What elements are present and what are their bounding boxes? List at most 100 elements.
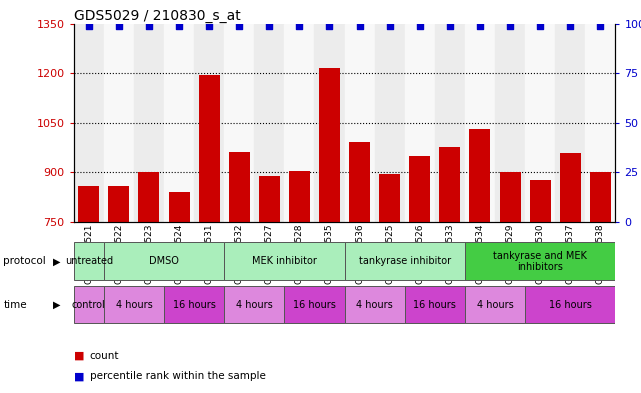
Bar <box>345 24 374 222</box>
Bar <box>285 24 315 222</box>
Text: protocol: protocol <box>3 256 46 266</box>
Bar <box>345 242 465 280</box>
Bar <box>560 152 581 222</box>
Bar <box>319 68 340 222</box>
Bar <box>108 186 129 222</box>
Point <box>144 22 154 29</box>
Bar <box>164 286 224 323</box>
Bar <box>74 286 104 323</box>
Point <box>264 22 274 29</box>
Text: tankyrase and MEK
inhibitors: tankyrase and MEK inhibitors <box>493 251 587 272</box>
Bar <box>74 242 104 280</box>
Bar <box>529 180 551 222</box>
Text: MEK inhibitor: MEK inhibitor <box>252 256 317 266</box>
Bar <box>404 24 435 222</box>
Text: 16 hours: 16 hours <box>293 299 336 310</box>
Bar <box>349 142 370 222</box>
Bar <box>229 152 250 222</box>
Bar <box>315 24 345 222</box>
Bar <box>169 192 190 222</box>
Text: 16 hours: 16 hours <box>549 299 592 310</box>
Point <box>595 22 606 29</box>
Point <box>385 22 395 29</box>
Text: count: count <box>90 351 119 361</box>
Bar <box>254 24 285 222</box>
Text: 16 hours: 16 hours <box>172 299 215 310</box>
Bar <box>409 156 430 222</box>
Point <box>565 22 576 29</box>
Point <box>415 22 425 29</box>
Bar <box>224 24 254 222</box>
Text: GDS5029 / 210830_s_at: GDS5029 / 210830_s_at <box>74 9 240 22</box>
Bar <box>78 186 99 222</box>
Bar <box>199 75 220 222</box>
Text: tankyrase inhibitor: tankyrase inhibitor <box>359 256 451 266</box>
Bar <box>495 24 525 222</box>
Bar <box>78 186 99 222</box>
Bar <box>529 180 551 222</box>
Point <box>354 22 365 29</box>
Point <box>445 22 455 29</box>
Bar <box>224 242 345 280</box>
Bar <box>555 24 585 222</box>
Text: percentile rank within the sample: percentile rank within the sample <box>90 371 265 382</box>
Bar <box>590 173 611 222</box>
Bar <box>164 24 194 222</box>
Text: ■: ■ <box>74 371 84 382</box>
Bar <box>465 242 615 280</box>
Bar <box>469 129 490 222</box>
Bar <box>590 173 611 222</box>
Bar <box>259 176 280 222</box>
Bar <box>104 286 164 323</box>
Bar <box>409 156 430 222</box>
Bar <box>289 171 310 222</box>
Bar <box>229 152 250 222</box>
Text: time: time <box>3 299 27 310</box>
Point <box>324 22 335 29</box>
Bar <box>138 173 160 222</box>
Point <box>294 22 304 29</box>
Text: untreated: untreated <box>65 256 113 266</box>
Bar <box>435 24 465 222</box>
Text: 4 hours: 4 hours <box>115 299 153 310</box>
Bar <box>560 152 581 222</box>
Bar <box>108 186 129 222</box>
Bar <box>374 24 404 222</box>
Text: DMSO: DMSO <box>149 256 179 266</box>
Text: ▶: ▶ <box>53 256 61 266</box>
Bar <box>349 142 370 222</box>
Bar <box>379 174 400 222</box>
Bar <box>379 174 400 222</box>
Point <box>204 22 214 29</box>
Point <box>113 22 124 29</box>
Text: 4 hours: 4 hours <box>356 299 393 310</box>
Bar <box>194 24 224 222</box>
Bar <box>499 173 520 222</box>
Bar <box>74 24 104 222</box>
Point <box>475 22 485 29</box>
Bar <box>465 286 525 323</box>
Text: ▶: ▶ <box>53 299 61 310</box>
Bar <box>525 286 615 323</box>
Bar <box>259 176 280 222</box>
Bar <box>169 192 190 222</box>
Bar <box>289 171 310 222</box>
Bar <box>224 286 285 323</box>
Text: control: control <box>72 299 106 310</box>
Bar <box>404 286 465 323</box>
Text: 4 hours: 4 hours <box>236 299 272 310</box>
Text: ■: ■ <box>74 351 84 361</box>
Bar <box>585 24 615 222</box>
Bar <box>134 24 164 222</box>
Bar <box>345 286 404 323</box>
Bar <box>465 24 495 222</box>
Bar <box>199 75 220 222</box>
Bar <box>439 147 460 222</box>
Bar <box>104 242 224 280</box>
Bar <box>469 129 490 222</box>
Text: 16 hours: 16 hours <box>413 299 456 310</box>
Text: 4 hours: 4 hours <box>477 299 513 310</box>
Point <box>505 22 515 29</box>
Point <box>83 22 94 29</box>
Point <box>234 22 244 29</box>
